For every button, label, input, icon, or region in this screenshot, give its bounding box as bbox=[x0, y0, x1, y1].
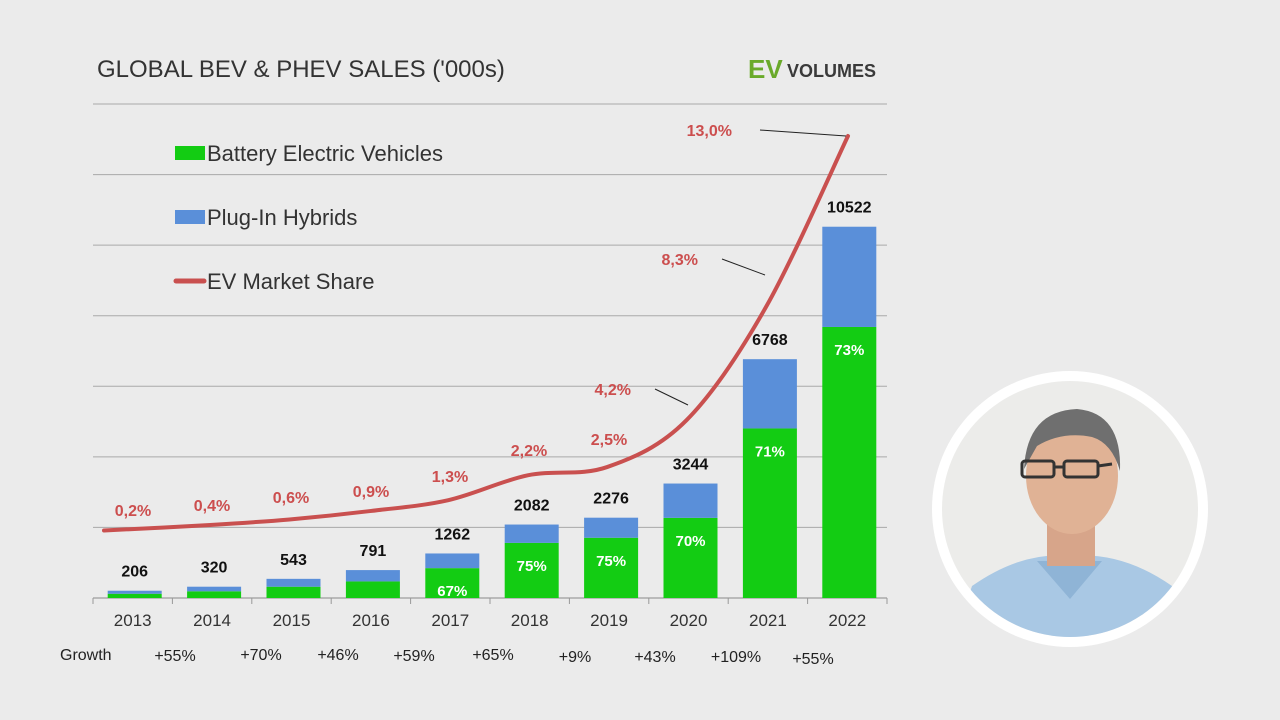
label-leader-line bbox=[721, 258, 766, 276]
growth-value: +9% bbox=[559, 649, 591, 666]
total-label: 2082 bbox=[514, 498, 550, 515]
x-tick-label: 2020 bbox=[670, 611, 708, 630]
bar-bev-2019 bbox=[584, 537, 639, 598]
bar-bev-2021 bbox=[742, 428, 797, 598]
bev-share-label: 70% bbox=[675, 533, 705, 550]
market-share-label: 0,4% bbox=[194, 498, 230, 515]
market-share-line bbox=[102, 134, 850, 533]
market-share-label: 0,9% bbox=[353, 484, 389, 501]
market-share-path bbox=[102, 134, 850, 533]
x-tick-label: 2021 bbox=[749, 611, 787, 630]
x-axis: 2013 2014 2015 2016 2017 2018 2019 2020 2021 2022 bbox=[92, 598, 888, 630]
x-tick-label: 2016 bbox=[352, 611, 390, 630]
bar-phev-2018 bbox=[504, 524, 559, 543]
bar-bev-2020 bbox=[663, 517, 718, 598]
legend-label: EV Market Share bbox=[207, 269, 375, 294]
bar-bev-2014 bbox=[187, 591, 242, 598]
bev-share-label: 75% bbox=[596, 553, 626, 570]
total-label: 791 bbox=[360, 543, 387, 560]
x-tick-label: 2017 bbox=[431, 611, 469, 630]
growth-value: +59% bbox=[393, 648, 434, 665]
market-share-label: 0,6% bbox=[273, 490, 309, 507]
growth-value: +46% bbox=[317, 647, 358, 664]
ev-volumes-logo: EV VOLUMES bbox=[748, 54, 876, 84]
growth-value: +65% bbox=[472, 647, 513, 664]
bar-bev-2022 bbox=[822, 326, 877, 598]
market-share-label: 2,5% bbox=[591, 432, 627, 449]
bar-phev-2019 bbox=[584, 517, 639, 538]
bev-share-label: 67% bbox=[437, 583, 467, 600]
x-tick-label: 2015 bbox=[273, 611, 311, 630]
bev-share-label: 75% bbox=[517, 558, 547, 575]
total-label: 3244 bbox=[673, 457, 709, 474]
bar-phev-2016 bbox=[345, 570, 400, 582]
x-tick-label: 2019 bbox=[590, 611, 628, 630]
bar-bev-2016 bbox=[345, 581, 400, 598]
total-label: 206 bbox=[121, 564, 148, 581]
growth-row: Growth +55% +70% +46% +59% +65% +9% +43% +109% +5… bbox=[60, 647, 834, 668]
total-label: 543 bbox=[280, 552, 307, 569]
growth-value: +55% bbox=[792, 651, 833, 668]
logo-volumes-text: VOLUMES bbox=[787, 61, 876, 81]
market-share-label: 13,0% bbox=[687, 123, 732, 140]
total-label: 320 bbox=[201, 560, 228, 577]
bev-share-label: 73% bbox=[834, 342, 864, 359]
growth-value: +109% bbox=[711, 649, 761, 666]
bar-bev-2018 bbox=[504, 542, 559, 598]
bar-phev-2015 bbox=[266, 578, 321, 587]
x-tick-label: 2022 bbox=[828, 611, 866, 630]
bev-share-label: 71% bbox=[755, 443, 785, 460]
bar-phev-2021 bbox=[742, 359, 797, 429]
presenter-portrait bbox=[932, 371, 1208, 647]
label-leader-line bbox=[654, 388, 689, 406]
legend-label: Battery Electric Vehicles bbox=[207, 141, 443, 166]
bar-phev-2017 bbox=[425, 553, 480, 569]
legend-label: Plug-In Hybrids bbox=[207, 205, 357, 230]
bar-phev-2022 bbox=[822, 226, 877, 327]
market-share-label: 4,2% bbox=[595, 382, 631, 399]
bar-bev-2013 bbox=[107, 593, 162, 598]
data-labels: 206 320 543 791 1262 67% 2082 75% 2276 75% 3244 70%… bbox=[115, 123, 872, 600]
legend-swatch-phev bbox=[175, 210, 205, 224]
growth-value: +55% bbox=[154, 648, 195, 665]
x-tick-label: 2018 bbox=[511, 611, 549, 630]
bar-bev-2015 bbox=[266, 586, 321, 598]
total-label: 6768 bbox=[752, 332, 788, 349]
logo-ev-text: EV bbox=[748, 54, 783, 84]
label-leader-line bbox=[759, 129, 847, 137]
bar-phev-2014 bbox=[187, 586, 242, 592]
total-label: 1262 bbox=[435, 526, 471, 543]
market-share-label: 2,2% bbox=[511, 443, 547, 460]
legend: Battery Electric Vehicles Plug-In Hybrids… bbox=[173, 141, 443, 294]
total-label: 10522 bbox=[827, 200, 872, 217]
bar-bev-2017 bbox=[425, 568, 480, 598]
bar-phev-2013 bbox=[107, 590, 162, 594]
market-share-label: 8,3% bbox=[662, 252, 698, 269]
growth-value: +43% bbox=[634, 649, 675, 666]
market-share-label: 0,2% bbox=[115, 503, 151, 520]
x-tick-label: 2013 bbox=[114, 611, 152, 630]
legend-swatch-bev bbox=[175, 146, 205, 160]
chart-title: GLOBAL BEV & PHEV SALES ('000s) bbox=[97, 56, 505, 83]
growth-row-label: Growth bbox=[60, 647, 112, 664]
total-label: 2276 bbox=[593, 491, 629, 508]
growth-value: +70% bbox=[240, 647, 281, 664]
bar-phev-2020 bbox=[663, 483, 718, 518]
bars bbox=[107, 226, 877, 598]
market-share-label: 1,3% bbox=[432, 469, 468, 486]
x-tick-label: 2014 bbox=[193, 611, 231, 630]
